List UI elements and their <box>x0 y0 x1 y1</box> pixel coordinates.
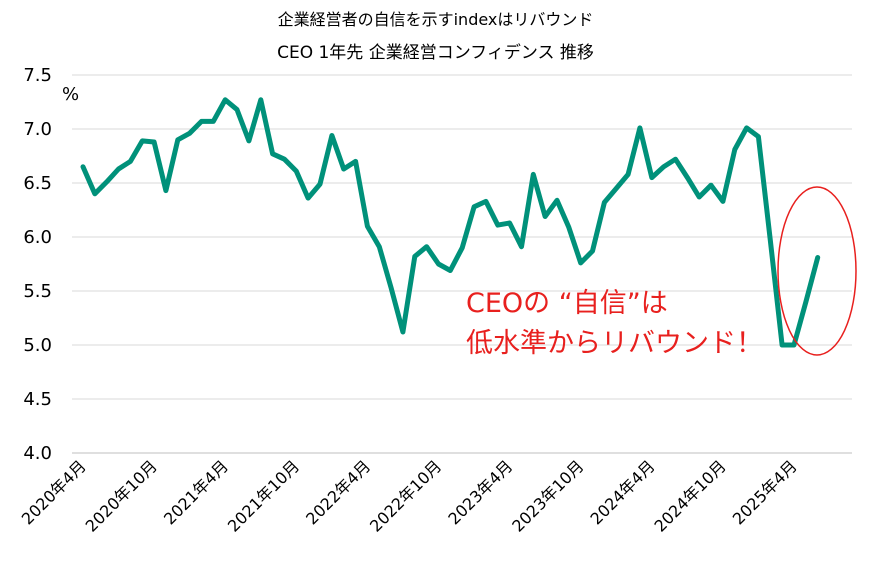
y-tick-label: 5.5 <box>23 281 52 302</box>
highlight-ellipse <box>777 186 857 356</box>
y-tick-label: 5.0 <box>23 335 52 356</box>
y-tick-label: 7.0 <box>23 119 52 140</box>
callout-line-2: 低水準からリバウンド！ <box>466 328 763 359</box>
x-tick-label: 2024年4月 <box>587 456 659 528</box>
y-tick-label: 7.5 <box>23 65 52 86</box>
series-line <box>80 97 821 348</box>
gridlines <box>72 74 852 454</box>
y-tick-label: 4.5 <box>23 389 52 410</box>
callout-line-1: CEOの “自信”は <box>466 288 668 319</box>
chart-title: 企業経営者の自信を示すindexはリバウンド <box>277 10 594 29</box>
y-tick-label: 4.0 <box>23 443 52 464</box>
x-tick-label: 2021年10月 <box>224 456 303 535</box>
chart-subtitle: CEO 1年先 企業経営コンフィデンス 推移 <box>277 43 594 63</box>
x-tick-label: 2020年4月 <box>18 456 90 528</box>
y-tick-label: 6.5 <box>23 173 52 194</box>
y-tick-label: 6.0 <box>23 227 52 248</box>
x-tick-label: 2025年4月 <box>729 456 801 528</box>
x-tick-label: 2023年4月 <box>444 456 516 528</box>
x-tick-label: 2022年10月 <box>366 456 445 535</box>
x-tick-label: 2023年10月 <box>508 456 587 535</box>
x-tick-label: 2020年10月 <box>82 456 161 535</box>
y-axis-unit-label: % <box>62 84 80 105</box>
x-tick-label: 2022年4月 <box>302 456 374 528</box>
y-axis-ticks: 4.0 4.5 5.0 5.5 6.0 6.5 7.0 7.5 <box>23 65 52 464</box>
x-tick-label: 2024年10月 <box>650 456 729 535</box>
x-tick-label: 2021年4月 <box>160 456 232 528</box>
